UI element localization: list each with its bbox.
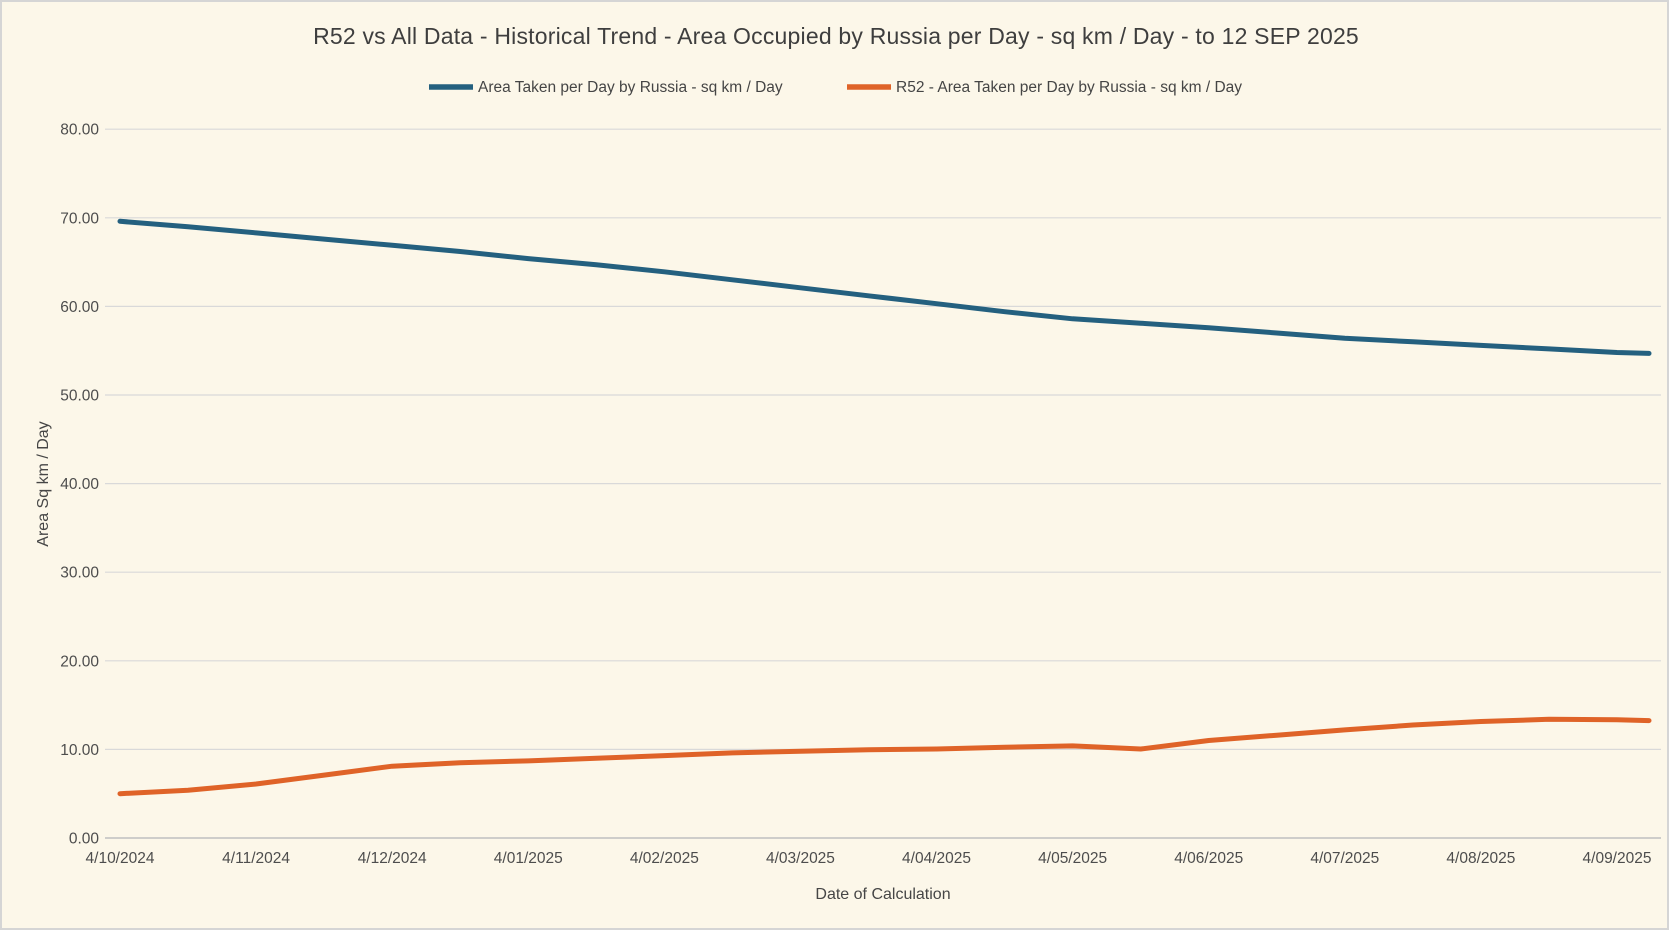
x-tick-label: 4/05/2025 <box>1038 850 1107 867</box>
x-tick-label: 4/12/2024 <box>358 850 427 867</box>
legend-label-r52: R52 - Area Taken per Day by Russia - sq … <box>896 79 1242 96</box>
x-tick-label: 4/11/2024 <box>222 850 290 867</box>
y-tick-label: 80.00 <box>60 122 99 139</box>
x-tick-label: 4/03/2025 <box>766 850 835 867</box>
gridlines <box>105 128 1661 839</box>
y-tick-label: 60.00 <box>60 299 99 316</box>
x-axis-tick-labels: 4/10/2024 4/11/2024 4/12/2024 4/01/2025 4/02… <box>86 850 1652 867</box>
chart-title: R52 vs All Data - Historical Trend - Are… <box>313 23 1359 49</box>
x-tick-label: 4/09/2025 <box>1583 850 1652 867</box>
y-axis-tick-labels: 80.00 70.00 60.00 50.00 40.00 30.00 20.00 10.00… <box>60 122 99 848</box>
y-tick-label: 40.00 <box>60 476 99 493</box>
plot-series <box>117 218 1652 797</box>
y-tick-label: 20.00 <box>60 653 99 670</box>
x-tick-label: 4/04/2025 <box>902 850 971 867</box>
x-tick-label: 4/08/2025 <box>1446 850 1515 867</box>
x-tick-label: 4/06/2025 <box>1174 850 1243 867</box>
series-line-r52 <box>117 716 1652 797</box>
legend-label-all-data: Area Taken per Day by Russia - sq km / D… <box>478 79 783 96</box>
x-tick-label: 4/10/2024 <box>86 850 155 867</box>
x-axis-title: Date of Calculation <box>815 886 950 903</box>
y-axis-title: Area Sq km / Day <box>35 421 52 546</box>
x-tick-label: 4/02/2025 <box>630 850 699 867</box>
x-tick-label: 4/07/2025 <box>1310 850 1379 867</box>
x-tick-label: 4/01/2025 <box>494 850 563 867</box>
legend: Area Taken per Day by Russia - sq km / D… <box>429 79 1242 96</box>
y-tick-label: 10.00 <box>60 742 99 759</box>
y-tick-label: 0.00 <box>69 831 100 848</box>
series-line-all-data <box>117 218 1652 356</box>
y-tick-label: 30.00 <box>60 565 99 582</box>
y-tick-label: 70.00 <box>60 210 99 227</box>
y-tick-label: 50.00 <box>60 388 99 405</box>
